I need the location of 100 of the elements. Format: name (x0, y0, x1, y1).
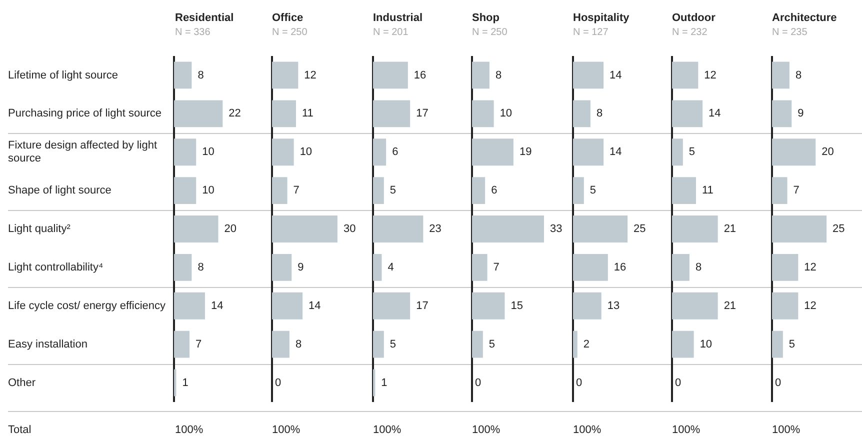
bar (472, 254, 488, 281)
text: 100% (472, 424, 500, 436)
data-label: 7 (793, 184, 800, 197)
data-label: 22 (228, 108, 241, 120)
data-label: 19 (519, 146, 532, 158)
data-label: 6 (491, 184, 498, 197)
text: 100% (272, 424, 300, 436)
data-label: 9 (298, 261, 304, 274)
data-label: 25 (634, 223, 646, 236)
bar (272, 138, 294, 166)
data-label: 1 (182, 376, 188, 389)
chart-subtitle: N = 235 (772, 27, 808, 38)
data-label: 21 (724, 300, 736, 312)
data-label: 8 (596, 108, 603, 120)
data-label: 2 (583, 338, 590, 350)
data-label: 5 (390, 338, 396, 350)
data-label: 12 (804, 261, 816, 274)
bar (672, 330, 694, 358)
data-label: 0 (775, 376, 782, 389)
bar (272, 330, 290, 358)
data-label: 8 (198, 69, 204, 82)
bar (373, 254, 382, 281)
bar (573, 330, 578, 358)
bar (373, 62, 408, 89)
data-label: 5 (390, 184, 396, 197)
bar (373, 330, 384, 358)
data-label: 14 (308, 300, 321, 312)
chart-title: Office (272, 12, 304, 24)
data-label: 15 (510, 300, 523, 312)
y-tick-label: Easy installation (8, 338, 88, 350)
data-label: 10 (202, 184, 214, 197)
bar (772, 330, 783, 358)
y-tick-label: Other (8, 376, 36, 389)
data-label: 14 (610, 69, 622, 82)
bar (672, 62, 698, 89)
data-label: 17 (416, 300, 428, 312)
data-label: 16 (614, 261, 626, 274)
bar (174, 62, 192, 89)
bar (573, 138, 604, 166)
text: 100% (373, 424, 402, 436)
bar (472, 330, 483, 358)
bar (672, 177, 696, 204)
bar (174, 330, 190, 358)
data-label: 30 (343, 223, 356, 236)
chart-subtitle: N = 336 (175, 27, 210, 38)
data-label: 13 (607, 300, 620, 312)
bar (573, 216, 628, 242)
text: 100% (573, 424, 602, 436)
bar (573, 177, 584, 204)
bar (174, 254, 192, 281)
bar (573, 100, 590, 128)
data-label: 7 (195, 338, 202, 350)
bar (573, 254, 608, 281)
data-label: 14 (210, 300, 224, 312)
data-label: 11 (302, 108, 314, 120)
bar (472, 292, 505, 320)
data-label: 0 (675, 376, 682, 389)
data-label: 11 (702, 184, 714, 197)
bar (672, 216, 718, 242)
bar (472, 100, 494, 128)
data-label: 0 (475, 376, 482, 389)
bar (472, 177, 486, 204)
data-label: 10 (500, 108, 512, 120)
bar (573, 62, 604, 89)
bar (272, 254, 292, 281)
data-label: 7 (293, 184, 300, 197)
bar (373, 138, 386, 166)
data-label: 10 (300, 146, 312, 158)
data-label: 14 (610, 146, 622, 158)
chart-subtitle: N = 250 (272, 27, 308, 38)
bar (272, 100, 296, 128)
bar (272, 62, 298, 89)
bar (174, 138, 196, 166)
chart-title: Residential (175, 12, 234, 24)
chart-subtitle: N = 201 (373, 27, 408, 38)
data-label: 0 (275, 376, 282, 389)
bar (772, 216, 827, 242)
bar (472, 216, 544, 242)
data-label: 5 (488, 338, 496, 350)
bar (672, 254, 690, 281)
data-label: 1 (381, 376, 388, 389)
bar (373, 292, 410, 320)
bar (772, 100, 792, 128)
data-label: 12 (704, 69, 716, 82)
bar (472, 62, 490, 89)
bar (772, 138, 816, 166)
data-label: 7 (493, 261, 500, 274)
bar (672, 138, 683, 166)
data-label: 8 (495, 69, 502, 82)
chart-title: Architecture (772, 12, 837, 24)
text: Total (8, 424, 32, 436)
chart-subtitle: N = 232 (672, 27, 708, 38)
chart-subtitle: N = 127 (573, 27, 608, 38)
data-label: 21 (724, 223, 736, 236)
data-label: 33 (550, 223, 562, 236)
text: 100% (672, 424, 700, 436)
chart-title: Industrial (373, 12, 423, 24)
bar (772, 292, 798, 320)
data-label: 25 (832, 223, 845, 236)
bar (272, 177, 288, 204)
